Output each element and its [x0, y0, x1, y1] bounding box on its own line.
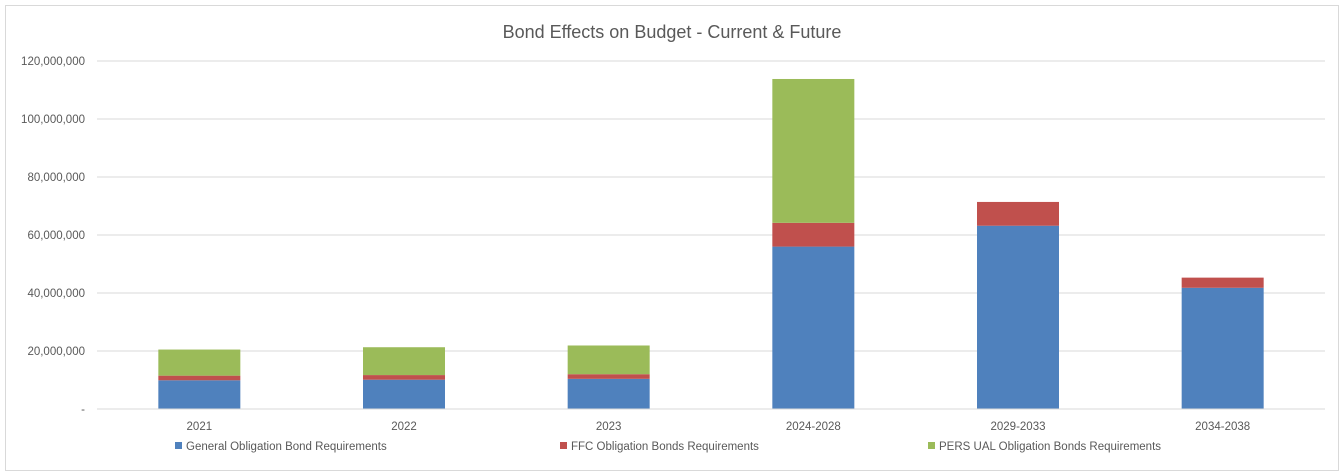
bar-segment	[158, 380, 241, 409]
x-tick-label: 2034-2038	[1195, 421, 1250, 433]
bar-segment	[772, 246, 855, 409]
bar-segment	[567, 378, 650, 409]
x-tick-label: 2029-2033	[991, 421, 1046, 433]
legend-label: General Obligation Bond Requirements	[186, 441, 387, 453]
chart-title: Bond Effects on Budget - Current & Futur…	[503, 22, 842, 42]
x-axis: 2021 2022 2023 2024-2028 2029-2033 2034-2038	[97, 408, 1325, 433]
bar-segment	[772, 78, 855, 223]
bar-segment	[772, 222, 855, 247]
legend-swatch	[928, 442, 935, 449]
bar-segment	[1181, 277, 1264, 288]
bar-segment	[1181, 287, 1264, 409]
bar-segment	[977, 225, 1059, 409]
bar-segment	[363, 379, 445, 409]
legend-label: PERS UAL Obligation Bonds Requirements	[939, 441, 1161, 453]
bar-segment	[363, 347, 445, 376]
bar-segment	[363, 375, 445, 380]
y-tick-label: 120,000,000	[21, 56, 85, 68]
bar-segment	[158, 375, 241, 381]
legend-item: PERS UAL Obligation Bonds Requirements	[928, 441, 1161, 453]
y-axis: - 20,000,000 40,000,000 60,000,000 80,000,00…	[21, 56, 85, 416]
y-tick-label: -	[81, 404, 85, 416]
legend-swatch	[560, 442, 567, 449]
x-tick-label: 2024-2028	[786, 421, 841, 433]
y-tick-label: 80,000,000	[27, 172, 85, 184]
x-tick-label: 2022	[391, 421, 417, 433]
legend-swatch	[175, 442, 182, 449]
bar-segment	[158, 349, 241, 376]
gridlines	[97, 60, 1325, 410]
legend-item: FFC Obligation Bonds Requirements	[560, 441, 759, 453]
bars	[158, 78, 1264, 409]
y-tick-label: 60,000,000	[27, 230, 85, 242]
y-tick-label: 20,000,000	[27, 346, 85, 358]
x-tick-label: 2021	[187, 421, 213, 433]
bar-segment	[567, 374, 650, 379]
bar-segment	[977, 201, 1059, 226]
y-tick-label: 100,000,000	[21, 114, 85, 126]
legend-label: FFC Obligation Bonds Requirements	[571, 441, 759, 453]
y-tick-label: 40,000,000	[27, 288, 85, 300]
legend-item: General Obligation Bond Requirements	[175, 441, 387, 453]
legend: General Obligation Bond Requirements FFC …	[175, 441, 1161, 453]
bar-segment	[567, 345, 650, 375]
x-tick-label: 2023	[596, 421, 622, 433]
